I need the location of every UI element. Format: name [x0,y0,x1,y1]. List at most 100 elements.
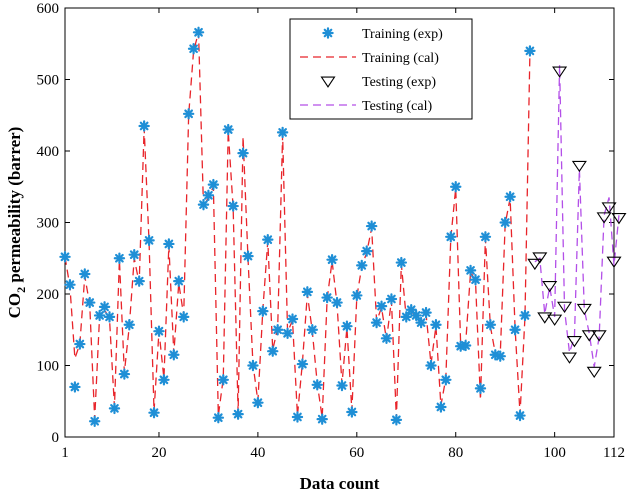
training-exp-point [420,306,432,319]
training-exp-point [410,309,422,322]
training-exp-point [380,332,393,345]
testing-exp-point [547,314,563,326]
training-exp-point [291,411,304,423]
training-cal-line [64,32,531,420]
testing-exp-point [561,352,578,364]
training-exp-point [207,178,220,191]
testing-exp-point [596,212,612,224]
training-exp-point [356,259,368,272]
legend: Training (exp) Training (cal) Testing (exp… [289,18,473,120]
training-exp-point [178,311,190,323]
training-exp-point [435,401,447,413]
training-exp-point [133,275,145,287]
y-axis-title-subscript: 2 [14,287,28,293]
training-exp-point [385,293,398,305]
testing-exp-point [571,160,587,173]
x-tick-label: 112 [603,445,625,461]
training-exp-point [138,120,150,132]
training-exp-point [271,324,284,336]
x-tick-label: 80 [448,445,463,461]
training-exp-point [484,319,497,331]
training-exp-point [232,408,244,420]
training-exp-point [459,339,472,352]
testing-exp-point [576,303,592,316]
training-exp-point [247,359,259,372]
training-exp-point [370,316,383,329]
training-exp-point [103,311,116,323]
x-tick-label: 100 [543,445,566,461]
testing-exp-point [581,330,597,342]
training-exp-point [494,350,506,362]
training-exp-point [118,368,131,380]
training-exp-point [375,300,388,312]
testing-exp-point [591,330,607,342]
legend-symbol-training-exp [322,27,334,39]
training-exp-point [296,358,309,370]
y-axis-title-rest: permeability (barrer) [5,127,24,287]
training-exp-point [88,415,101,427]
y-tick-label: 600 [37,1,60,17]
y-tick-label: 0 [52,430,60,446]
training-exp-point [79,268,91,280]
training-exp-point [519,309,531,322]
training-exp-point [390,414,403,426]
training-exp-point [227,200,239,212]
testing-exp-point [532,252,548,264]
training-exp-point [237,147,249,159]
training-exp-point [281,327,294,340]
training-exp-point [400,311,412,323]
training-exp-point [479,231,492,243]
x-axis-title: Data count [300,474,380,491]
training-exp-point [395,256,408,269]
legend-label: Training (cal) [362,51,439,66]
training-exp-point [469,274,482,286]
y-tick-label: 500 [37,73,60,89]
training-exp-point [336,379,348,392]
training-exp-point [128,248,140,261]
training-exp-point [84,296,96,309]
training-exp-point [321,291,333,304]
training-exp-point [222,123,234,136]
testing-exp-point [601,202,617,214]
training-exp-point [365,220,378,232]
training-exp-point [69,381,81,393]
training-exp-point [64,279,76,291]
training-exp-point [242,250,254,262]
training-exp-point [316,413,328,425]
training-exp-point [450,181,462,193]
testing-exp-point [611,213,627,225]
x-tick-label: 20 [151,445,166,461]
x-tick-label: 1 [61,445,69,461]
training-exp-point [306,324,318,336]
testing-exp-point [606,256,622,268]
legend-symbol-testing-exp [320,76,336,88]
training-exp-point [425,359,437,372]
training-exp-point [311,379,323,391]
training-exp-point [187,43,200,55]
training-exp-point [197,198,210,211]
training-exp-point [267,345,279,357]
training-exp-point [252,396,264,409]
training-exp-point [440,374,452,386]
training-exp-point [98,301,111,313]
legend-label: Testing (exp) [362,75,436,90]
training-exp-point [158,374,170,386]
training-exp-point [415,316,427,329]
testing-cal-line [534,65,620,368]
training-exp-point [74,338,86,350]
training-exp-point [524,45,536,57]
training-exp-point [93,309,106,322]
training-exp-point [182,108,195,120]
training-exp-point [464,264,477,277]
training-exp-point [123,319,135,331]
testing-exp-point [566,336,582,348]
legend-label: Training (exp) [362,27,443,42]
training-exp-point [326,253,338,266]
training-exp-point [262,233,274,246]
legend-box [289,18,473,120]
testing-exp-point [542,280,558,293]
training-exp-point [430,319,442,331]
training-exp-point [301,286,314,298]
y-tick-label: 400 [37,144,60,160]
